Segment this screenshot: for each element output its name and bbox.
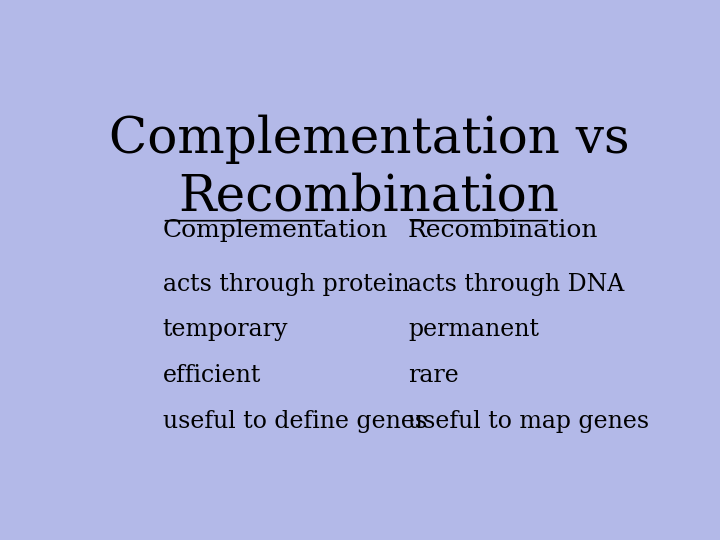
Text: temporary: temporary [163, 319, 288, 341]
Text: Complementation vs
Recombination: Complementation vs Recombination [109, 114, 629, 221]
Text: efficient: efficient [163, 364, 261, 387]
Text: Complementation: Complementation [163, 219, 388, 241]
Text: useful to define genes: useful to define genes [163, 410, 427, 433]
Text: permanent: permanent [408, 319, 539, 341]
Text: acts through DNA: acts through DNA [408, 273, 624, 296]
Text: rare: rare [408, 364, 459, 387]
Text: useful to map genes: useful to map genes [408, 410, 649, 433]
Text: acts through protein: acts through protein [163, 273, 409, 296]
Text: Recombination: Recombination [408, 219, 598, 241]
